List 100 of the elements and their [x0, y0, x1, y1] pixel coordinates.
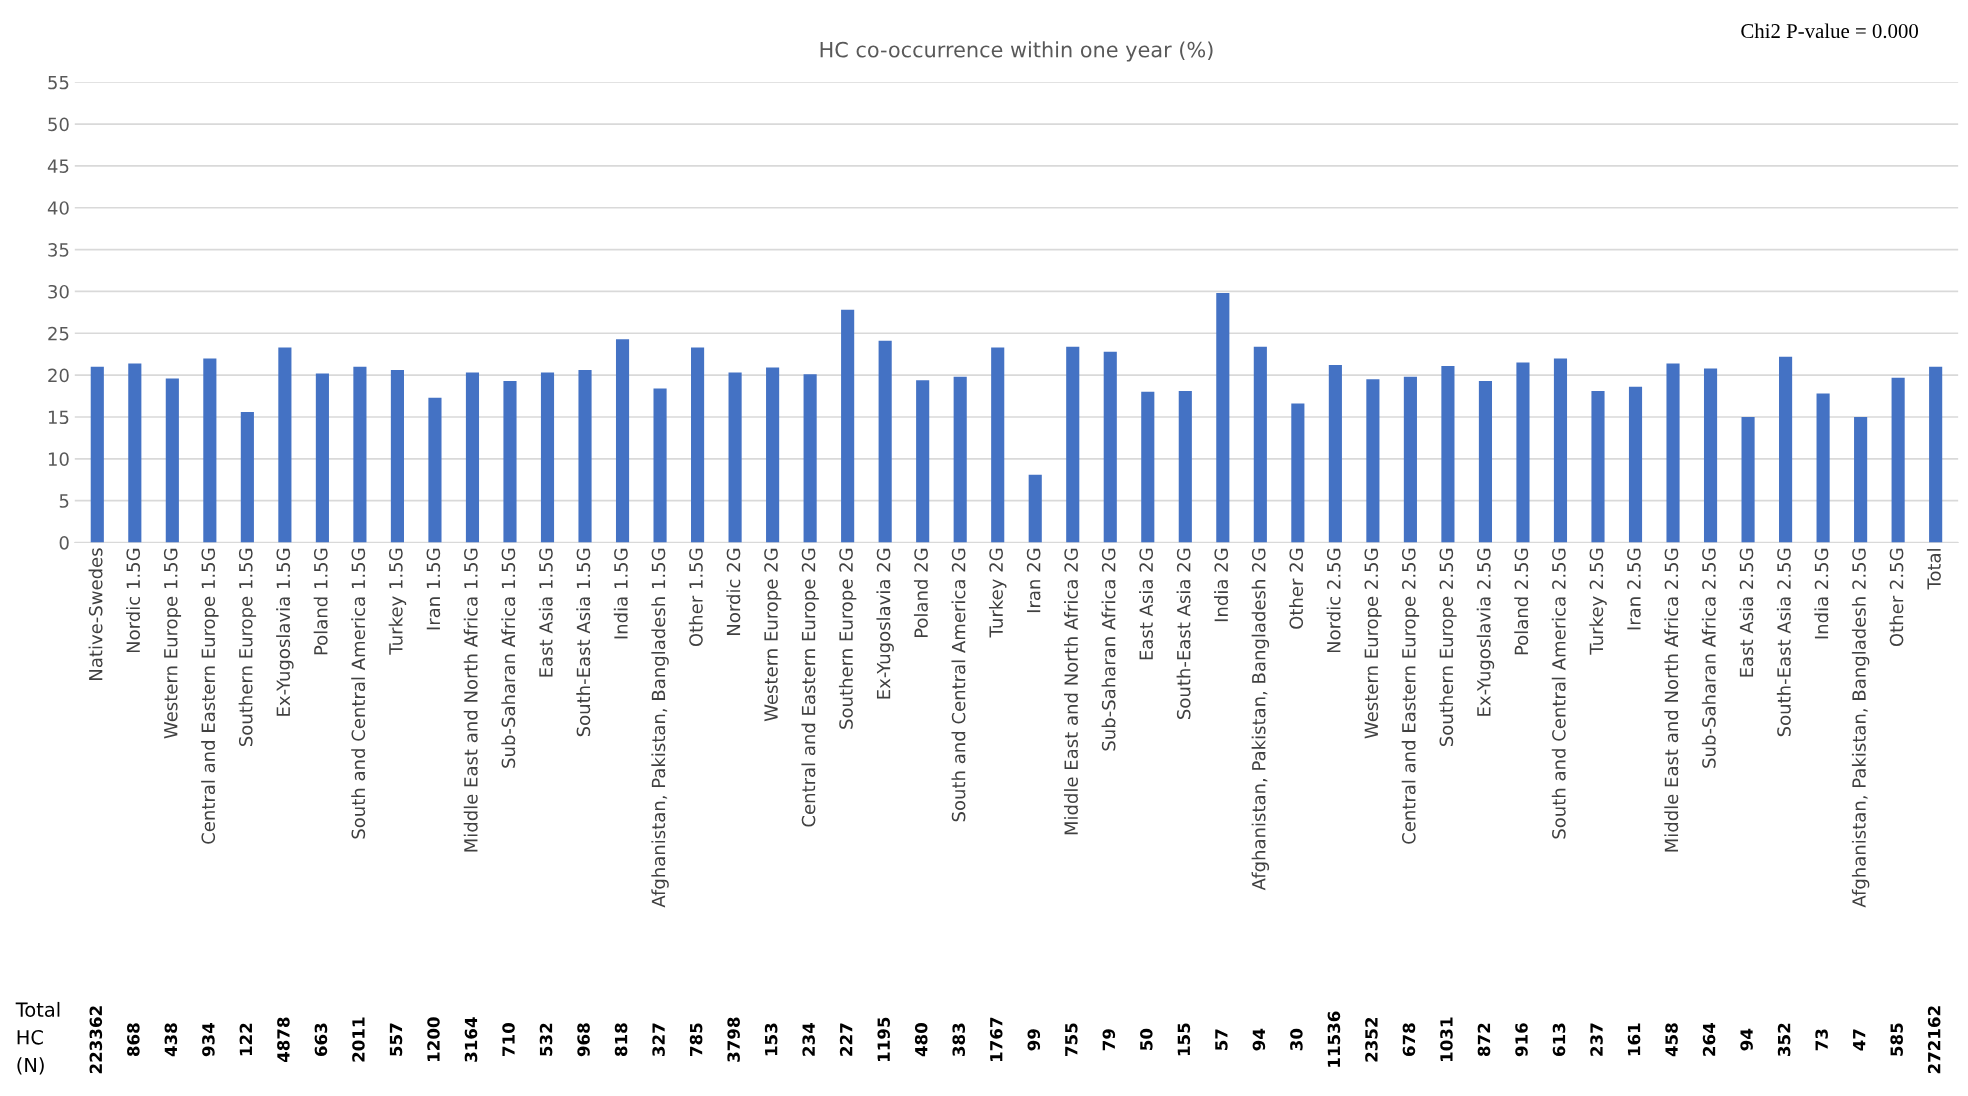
- x-tick-label: Turkey 1.5G: [388, 548, 407, 655]
- x-tick-label: Afghanistan, Pakistan, Bangladesh 2G: [1251, 548, 1270, 891]
- x-tick-label: Iran 2G: [1026, 548, 1041, 613]
- bar: [353, 366, 367, 543]
- text: 438: [164, 1023, 178, 1057]
- bar: [991, 347, 1005, 543]
- x-tick-label: Ex-Yugoslavia 1.5G: [276, 548, 294, 716]
- x-tick-label: Sub-Saharan Africa 2.5G: [1701, 548, 1716, 768]
- bar: [1779, 356, 1793, 543]
- x-tick-label: East Asia 2G: [1139, 548, 1154, 660]
- y-tick-label: 25: [48, 326, 69, 341]
- x-tick-label: Central and Eastern Europe 2.5G: [1401, 548, 1420, 844]
- bar: [1403, 376, 1417, 543]
- bar: [1441, 365, 1455, 543]
- text: 227: [839, 1023, 853, 1056]
- x-tick-label: Ex-Yugoslavia 2G: [876, 548, 894, 699]
- bar: [728, 372, 742, 543]
- y-tick-label: 50: [48, 117, 69, 132]
- text: 161: [1627, 1023, 1641, 1056]
- bar: [1816, 393, 1830, 543]
- x-tick-label: Western Europe 1.5G: [163, 548, 182, 739]
- bar: [1891, 377, 1905, 543]
- y-tick-label: 45: [47, 159, 69, 174]
- text: 872: [1477, 1023, 1491, 1057]
- x-tick-label: Other 2.5G: [1889, 548, 1904, 647]
- text: 79: [1102, 1029, 1116, 1051]
- x-tick-label: South-East Asia 1.5G: [576, 548, 591, 737]
- text: 532: [539, 1023, 553, 1056]
- bar: [465, 372, 480, 543]
- bar: [766, 367, 780, 543]
- x-tick-label: India 1.5G: [613, 548, 628, 639]
- x-tick-label: Iran 2.5G: [1627, 548, 1641, 630]
- text: 2352: [1365, 1017, 1378, 1062]
- y-tick-label: 40: [47, 201, 69, 215]
- text: 272162: [1927, 1006, 1941, 1074]
- x-tick-label: Sub-Saharan Africa 1.5G: [501, 548, 516, 768]
- x-tick-label: Ex-Yugoslavia 2.5G: [1476, 548, 1495, 716]
- text: 30: [1290, 1028, 1303, 1051]
- bar: [203, 358, 217, 543]
- chart-title: HC co-occurrence within one year (%): [820, 41, 1213, 62]
- text: 613: [1552, 1023, 1566, 1057]
- bar: [841, 309, 855, 543]
- text: Chi2 P-value = 0.000: [1741, 23, 1919, 39]
- text: 585: [1890, 1023, 1903, 1056]
- bar: [165, 378, 179, 543]
- text: 47: [1853, 1029, 1866, 1051]
- x-tick-label: Middle East and North Africa 1.5G: [463, 548, 478, 852]
- y-tick-label: 0: [59, 535, 69, 550]
- text: 1031: [1440, 1017, 1453, 1061]
- text: 755: [1065, 1023, 1078, 1056]
- x-tick-label: Afghanistan, Pakistan, Bangladesh 2.5G: [1851, 548, 1870, 908]
- x-tick-label: Turkey 2G: [988, 548, 1007, 638]
- bar: [1741, 416, 1755, 543]
- text: 352: [1777, 1023, 1791, 1056]
- x-tick-label: Other 2G: [1289, 548, 1304, 629]
- x-tick-label: Nordic 2.5G: [1326, 548, 1341, 653]
- x-tick-label: South and Central America 2G: [951, 548, 966, 822]
- x-tick-label: Poland 1.5G: [313, 548, 328, 655]
- text: 916: [1515, 1023, 1528, 1057]
- x-tick-label: Western Europe 2G: [764, 548, 782, 722]
- x-tick-label: Western Europe 2.5G: [1364, 548, 1382, 739]
- text: 122: [239, 1023, 252, 1056]
- bar: [1553, 358, 1568, 543]
- x-tick-label: India 2.5G: [1814, 548, 1829, 639]
- text: 678: [1402, 1023, 1416, 1057]
- bar: [653, 388, 667, 543]
- x-tick-label: South-East Asia 2.5G: [1776, 548, 1791, 737]
- x-tick-label: Poland 2G: [913, 548, 928, 638]
- text: 94: [1740, 1028, 1753, 1051]
- text: 4878: [277, 1017, 290, 1063]
- bar: [1066, 346, 1080, 543]
- x-tick-label: Middle East and North Africa 2.5G: [1664, 548, 1679, 852]
- bar: [128, 363, 142, 543]
- bar: [1253, 346, 1267, 543]
- x-tick-label: Total: [1926, 549, 1941, 590]
- x-tick-label: Afghanistan, Pakistan, Bangladesh 1.5G: [651, 548, 669, 908]
- text: 968: [577, 1023, 590, 1057]
- text: 223362: [89, 1006, 103, 1074]
- text: 1195: [877, 1017, 890, 1061]
- y-tick-label: 35: [48, 243, 69, 257]
- text: 785: [689, 1023, 703, 1056]
- bar: [878, 340, 892, 543]
- bar: [1216, 293, 1230, 543]
- text: 234: [802, 1023, 815, 1056]
- x-tick-label: East Asia 1.5G: [538, 548, 553, 677]
- x-tick-label: Turkey 2.5G: [1589, 548, 1607, 655]
- x-tick-label: Middle East and North Africa 2G: [1064, 548, 1078, 835]
- text: 3798: [727, 1017, 740, 1062]
- bar: [1178, 391, 1192, 543]
- text: 155: [1177, 1023, 1191, 1056]
- text: 480: [914, 1023, 928, 1057]
- text: 327: [652, 1023, 665, 1056]
- text: 237: [1590, 1023, 1603, 1056]
- bar: [1854, 416, 1868, 543]
- bar: [578, 370, 592, 543]
- bar: [240, 411, 254, 543]
- x-tick-label: India 2G: [1214, 548, 1229, 622]
- text: 868: [127, 1023, 140, 1057]
- text: 710: [502, 1023, 515, 1056]
- bar: [390, 370, 404, 543]
